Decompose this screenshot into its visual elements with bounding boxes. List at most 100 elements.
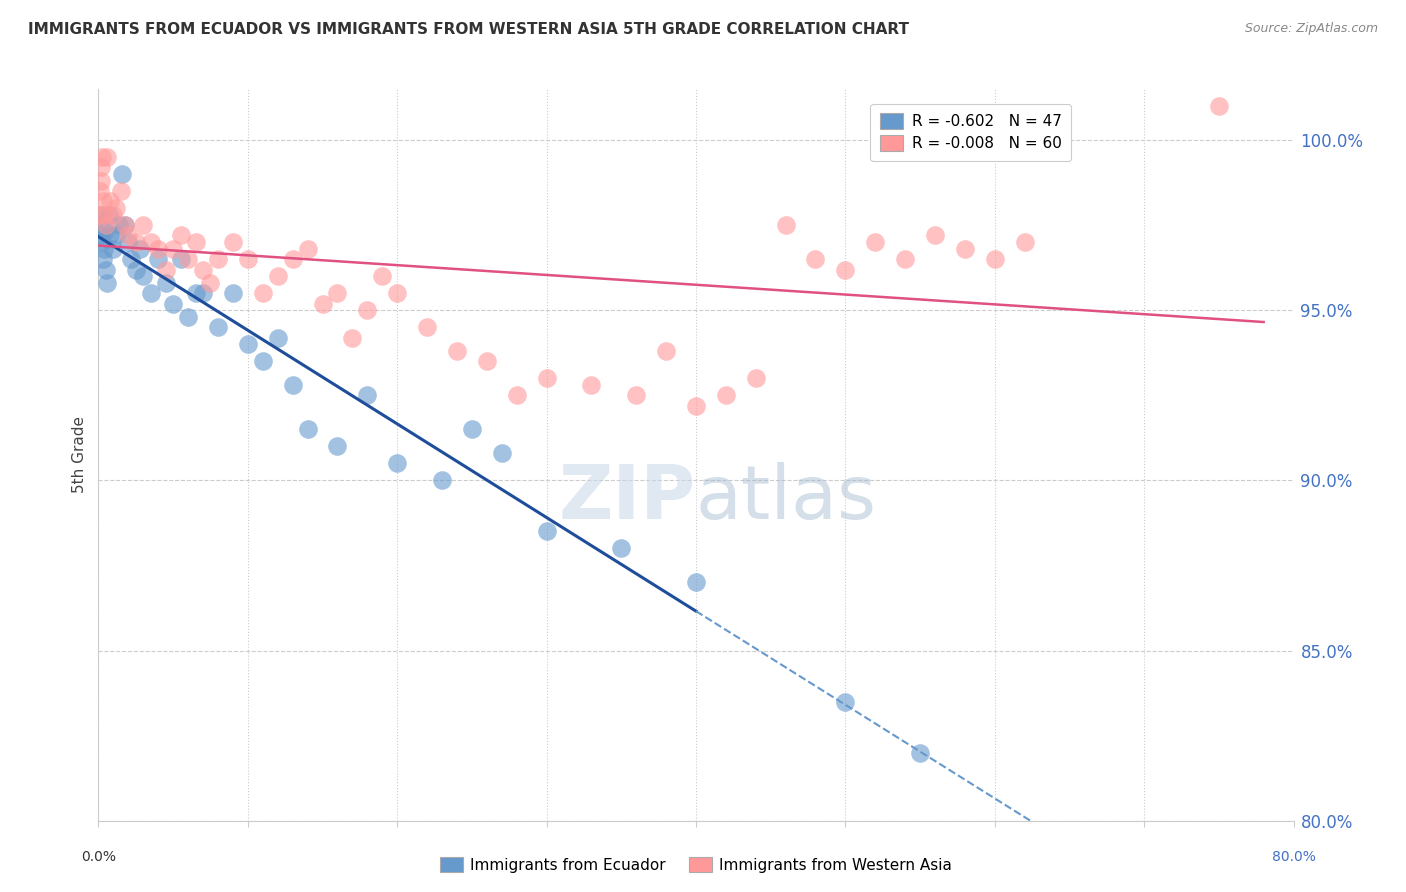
Point <box>114 219 136 233</box>
Point <box>371 269 394 284</box>
Point <box>297 242 319 256</box>
Point <box>207 320 229 334</box>
Point <box>475 354 498 368</box>
Point <box>281 378 304 392</box>
Point <box>267 269 290 284</box>
Point <box>103 208 125 222</box>
Point <box>461 422 484 436</box>
Point <box>281 252 304 267</box>
Text: 80.0%: 80.0% <box>1271 850 1316 863</box>
Point <box>103 242 125 256</box>
Point <box>90 174 112 188</box>
Point <box>129 242 152 256</box>
Point <box>93 242 115 256</box>
Point <box>236 252 259 267</box>
Point <box>416 320 439 334</box>
Point <box>685 399 707 413</box>
Y-axis label: 5th Grade: 5th Grade <box>72 417 87 493</box>
Text: Source: ZipAtlas.com: Source: ZipAtlas.com <box>1244 22 1378 36</box>
Point <box>89 184 111 198</box>
Point <box>745 371 768 385</box>
Point <box>169 252 191 267</box>
Point <box>155 262 177 277</box>
Point <box>105 201 128 215</box>
Point <box>626 388 648 402</box>
Point <box>326 439 349 453</box>
Point <box>1014 235 1036 250</box>
Point <box>685 575 707 590</box>
Point <box>177 310 200 325</box>
Point <box>169 228 191 243</box>
Point <box>222 286 245 301</box>
Point <box>91 194 114 209</box>
Point <box>91 252 114 267</box>
Point <box>207 252 229 267</box>
Point <box>236 337 259 351</box>
Point <box>139 286 162 301</box>
Point <box>536 371 558 385</box>
Text: 0.0%: 0.0% <box>82 850 115 863</box>
Point <box>924 228 946 243</box>
Point <box>714 388 737 402</box>
Point <box>94 219 117 233</box>
Point <box>191 286 214 301</box>
Point <box>267 330 290 344</box>
Point <box>252 354 274 368</box>
Point <box>356 388 378 402</box>
Point <box>117 235 139 250</box>
Point <box>908 746 931 760</box>
Text: ZIP: ZIP <box>558 462 696 535</box>
Point <box>775 219 797 233</box>
Point <box>326 286 349 301</box>
Point <box>155 276 177 290</box>
Point <box>89 228 111 243</box>
Point <box>139 235 162 250</box>
Legend: Immigrants from Ecuador, Immigrants from Western Asia: Immigrants from Ecuador, Immigrants from… <box>433 851 959 879</box>
Point <box>96 150 118 164</box>
Point <box>834 695 856 709</box>
Point <box>356 303 378 318</box>
Point <box>984 252 1007 267</box>
Point <box>252 286 274 301</box>
Point <box>91 235 114 250</box>
Point <box>94 262 117 277</box>
Point <box>177 252 200 267</box>
Point <box>834 262 856 277</box>
Point <box>1208 99 1230 113</box>
Point <box>148 242 170 256</box>
Point <box>125 262 148 277</box>
Point <box>108 219 131 233</box>
Point <box>93 225 115 239</box>
Point <box>162 296 184 310</box>
Point <box>89 208 111 222</box>
Point <box>430 474 453 488</box>
Point <box>804 252 827 267</box>
Point <box>125 235 148 250</box>
Point <box>132 269 155 284</box>
Point <box>100 228 122 243</box>
Point <box>385 457 409 471</box>
Point <box>297 422 319 436</box>
Point <box>100 194 122 209</box>
Point <box>342 330 364 344</box>
Point <box>506 388 529 402</box>
Point <box>114 219 136 233</box>
Point <box>191 262 214 277</box>
Point <box>162 242 184 256</box>
Point <box>311 296 333 310</box>
Point <box>105 228 128 243</box>
Point <box>111 167 134 181</box>
Point <box>184 235 207 250</box>
Point <box>117 228 139 243</box>
Point <box>96 276 118 290</box>
Point <box>385 286 409 301</box>
Point <box>222 235 245 250</box>
Point <box>581 378 603 392</box>
Point <box>93 208 115 222</box>
Point <box>184 286 207 301</box>
Point <box>91 150 114 164</box>
Point <box>110 184 132 198</box>
Point <box>90 219 112 233</box>
Point <box>90 161 112 175</box>
Point <box>446 344 468 359</box>
